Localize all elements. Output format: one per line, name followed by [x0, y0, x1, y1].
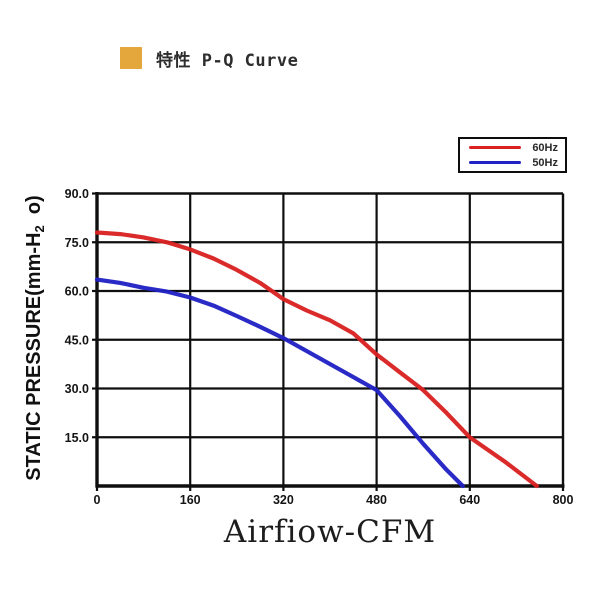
x-tick-label-320: 320: [273, 493, 294, 507]
y-tick-label-90: 90.0: [65, 187, 89, 201]
x-tick-label-160: 160: [180, 493, 201, 507]
x-tick-label-480: 480: [366, 493, 387, 507]
y-tick-label-60: 60.0: [65, 285, 89, 299]
chart-title: 特性 P-Q Curve: [156, 50, 299, 71]
legend-swatch-60hz: [469, 145, 521, 150]
y-tick-label-15: 15.0: [65, 431, 89, 445]
y-axis-title-suffix: o): [23, 195, 45, 226]
y-tick-label-75: 75.0: [65, 236, 89, 250]
curve-60hz: [94, 230, 539, 489]
legend-swatch-50hz: [469, 160, 521, 165]
title-bullet-icon: [120, 47, 142, 69]
x-tick-label-640: 640: [459, 493, 480, 507]
x-tick-label-800: 800: [553, 493, 574, 507]
curve-50hz: [94, 277, 465, 489]
legend: 60Hz 50Hz: [458, 137, 567, 173]
legend-item-60hz: 60Hz: [469, 142, 558, 154]
x-axis-title: Airfiow-CFM: [223, 514, 437, 550]
x-tick-label-0: 0: [94, 493, 101, 507]
y-tick-label-30: 30.0: [65, 382, 89, 396]
legend-item-50hz: 50Hz: [469, 157, 558, 169]
y-tick-label-45: 45.0: [65, 333, 89, 347]
y-axis-title-subscript: 2: [32, 225, 47, 233]
legend-label-60hz: 60Hz: [532, 141, 558, 154]
legend-label-50hz: 50Hz: [532, 156, 558, 169]
chart-header: 特性 P-Q Curve: [120, 46, 299, 71]
y-axis-title: STATIC PRESSURE(mm-H2 o): [21, 168, 47, 508]
y-axis-title-prefix: STATIC PRESSURE(mm-H: [23, 232, 45, 481]
